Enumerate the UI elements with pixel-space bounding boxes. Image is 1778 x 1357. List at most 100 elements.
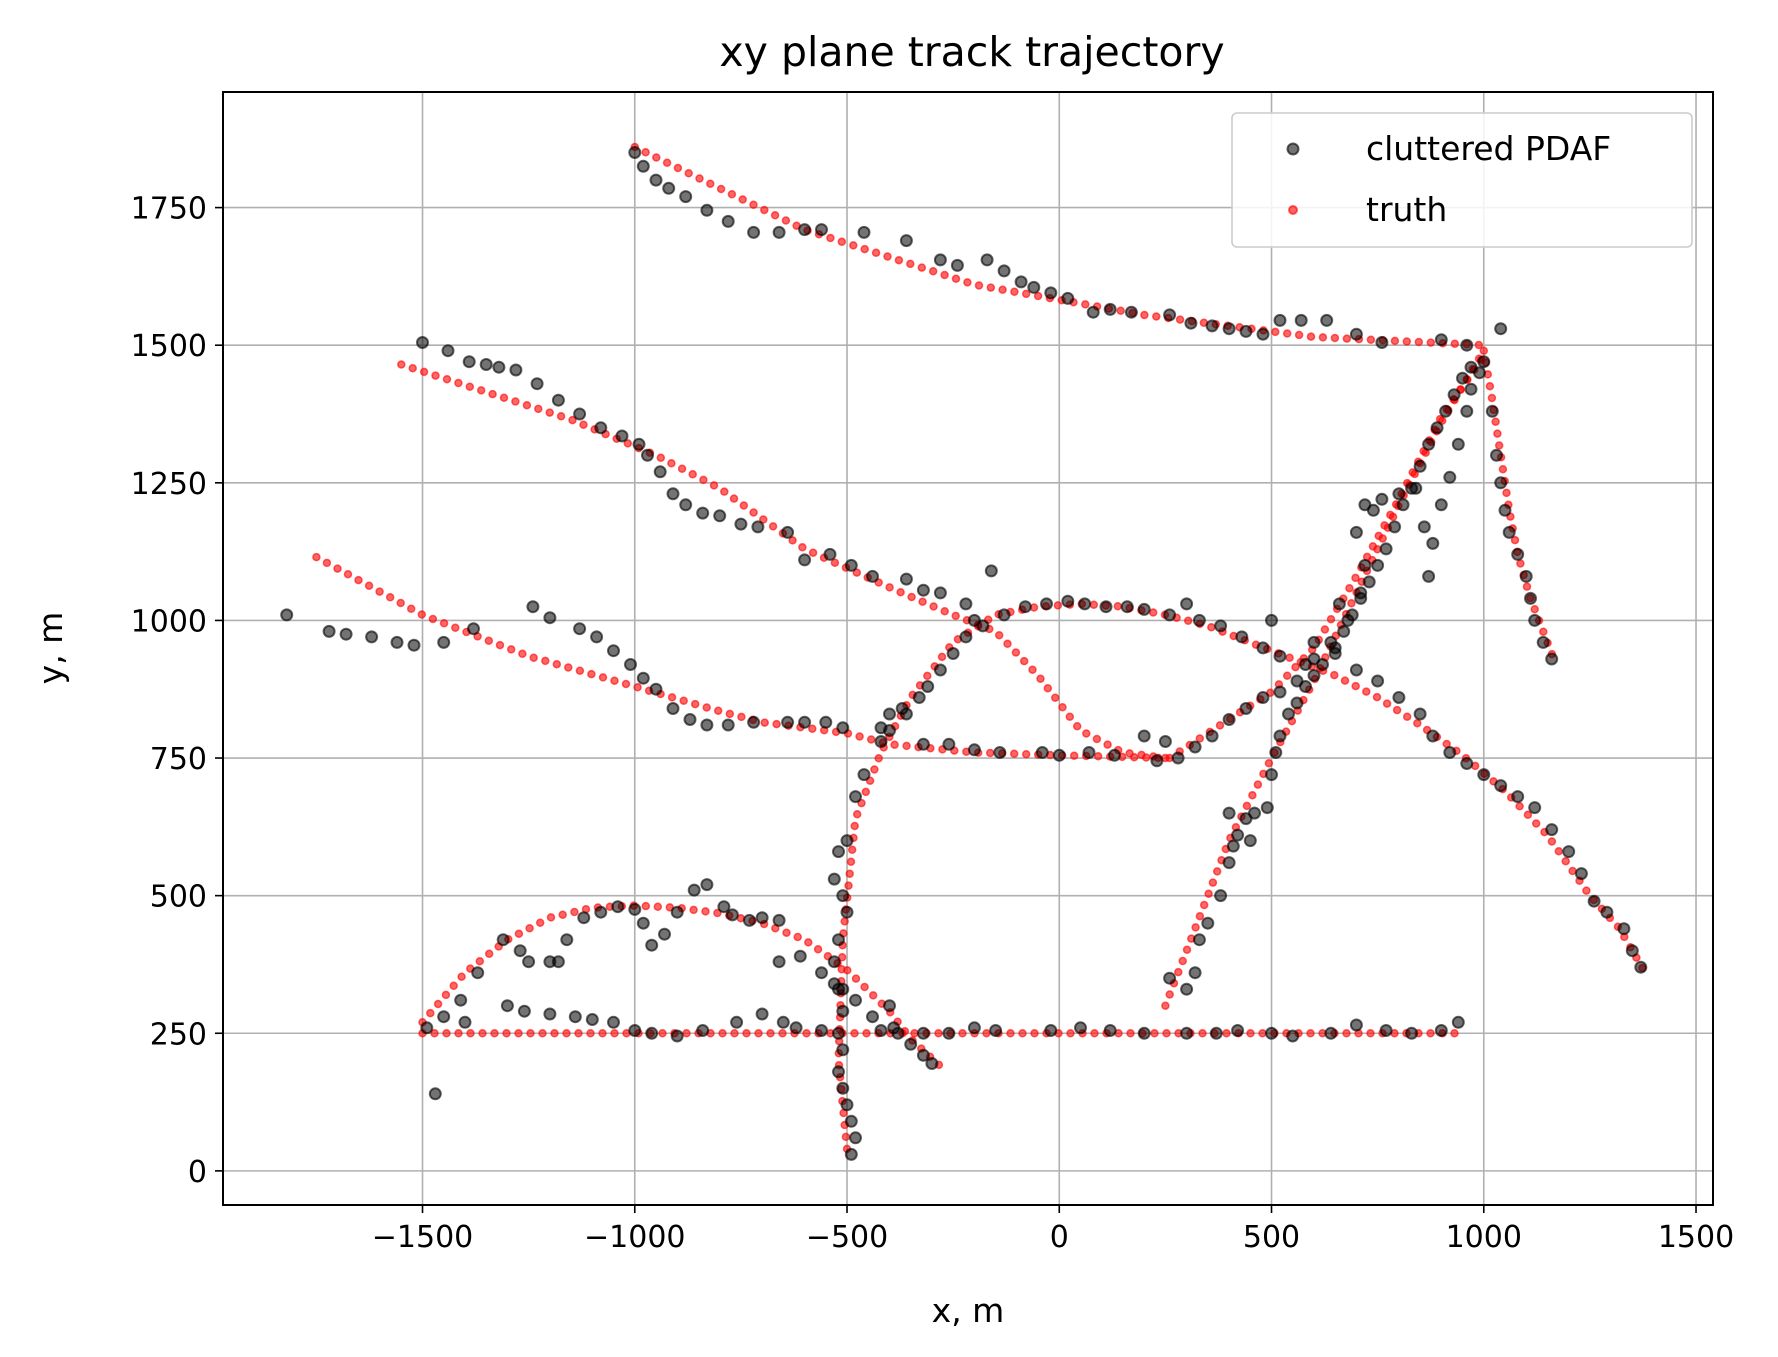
- cluttered-pdaf-point: [551, 955, 565, 969]
- truth-point: [849, 241, 858, 250]
- cluttered-pdaf-point: [1214, 619, 1228, 633]
- cluttered-pdaf-point: [458, 1015, 472, 1029]
- truth-point: [874, 754, 883, 763]
- truth-point: [1028, 665, 1037, 674]
- cluttered-pdaf-point: [339, 627, 353, 641]
- truth-point: [923, 671, 932, 681]
- x-tick-label: 0: [1050, 1220, 1069, 1255]
- cluttered-pdaf-point: [1528, 801, 1542, 815]
- truth-point: [729, 494, 739, 503]
- cluttered-pdaf-point: [933, 586, 947, 600]
- cluttered-pdaf-point: [891, 1026, 905, 1040]
- truth-point: [1207, 623, 1216, 632]
- truth-point: [1199, 900, 1209, 910]
- truth-point: [737, 712, 746, 722]
- cluttered-pdaf-point: [1171, 751, 1185, 765]
- truth-point: [1414, 337, 1424, 347]
- truth-point: [633, 683, 642, 692]
- cluttered-pdaf-point: [844, 1114, 858, 1128]
- truth-point: [845, 869, 854, 878]
- truth-point: [994, 630, 1004, 640]
- cluttered-pdaf-point: [666, 487, 680, 501]
- truth-point: [861, 787, 871, 797]
- cluttered-pdaf-point: [1341, 613, 1355, 627]
- truth-point: [475, 956, 485, 966]
- cluttered-pdaf-point: [967, 743, 981, 757]
- cluttered-pdaf-point: [1354, 586, 1368, 600]
- truth-point: [1582, 886, 1591, 895]
- truth-point: [1103, 740, 1112, 749]
- truth-point: [907, 592, 916, 602]
- truth-point: [1021, 289, 1031, 299]
- truth-point: [781, 216, 791, 225]
- cluttered-pdaf-point: [1282, 707, 1295, 721]
- cluttered-pdaf-point: [1434, 1024, 1448, 1037]
- cluttered-pdaf-point: [670, 905, 684, 919]
- cluttered-pdaf-point: [1018, 600, 1032, 614]
- cluttered-pdaf-point: [1388, 520, 1402, 534]
- truth-point: [702, 703, 711, 712]
- cluttered-pdaf-point: [1124, 305, 1138, 319]
- truth-point: [484, 949, 494, 959]
- truth-point: [742, 1029, 751, 1038]
- cluttered-pdaf-point: [1422, 437, 1436, 451]
- truth-point: [718, 1029, 727, 1038]
- cluttered-pdaf-point: [1634, 960, 1648, 974]
- cluttered-pdaf-point: [793, 949, 807, 963]
- cluttered-pdaf-point: [407, 638, 421, 652]
- truth-point: [623, 439, 633, 448]
- cluttered-pdaf-point: [1430, 421, 1444, 435]
- cluttered-pdaf-point: [1324, 635, 1338, 649]
- cluttered-pdaf-point: [1494, 322, 1508, 336]
- cluttered-pdaf-point: [573, 622, 587, 636]
- cluttered-pdaf-point: [1027, 280, 1041, 294]
- truth-point: [1208, 878, 1218, 887]
- cluttered-pdaf-point: [1392, 691, 1406, 704]
- truth-point: [1030, 1029, 1039, 1038]
- truth-point: [1342, 334, 1352, 343]
- truth-point: [1450, 339, 1460, 349]
- cluttered-pdaf-point: [1451, 1015, 1465, 1029]
- truth-point: [656, 453, 666, 463]
- truth-point: [574, 1029, 583, 1038]
- truth-point: [1003, 639, 1012, 649]
- cluttered-pdaf-point: [916, 1048, 930, 1062]
- cluttered-pdaf-point: [1473, 366, 1486, 380]
- legend: cluttered PDAF truth: [1231, 112, 1693, 248]
- truth-point: [1195, 911, 1205, 921]
- legend-marker-cluttered-pdaf: [1286, 142, 1300, 156]
- cluttered-pdaf-point: [628, 902, 642, 916]
- truth-point: [1372, 692, 1382, 702]
- cluttered-pdaf-point: [1502, 525, 1516, 539]
- cluttered-pdaf-point: [1184, 316, 1198, 330]
- truth-point: [476, 386, 486, 395]
- cluttered-pdaf-point: [832, 845, 845, 859]
- truth-point: [488, 389, 497, 399]
- x-tick-label: 1000: [1446, 1220, 1522, 1255]
- cluttered-pdaf-point: [997, 608, 1011, 622]
- cluttered-pdaf-point: [1456, 371, 1469, 385]
- truth-point: [1554, 847, 1564, 856]
- cluttered-pdaf-point: [1349, 327, 1363, 341]
- truth-point: [738, 195, 747, 204]
- cluttered-pdaf-point: [946, 647, 960, 660]
- truth-point: [940, 270, 949, 280]
- cluttered-pdaf-point: [815, 966, 828, 980]
- truth-point: [1246, 1029, 1255, 1038]
- cluttered-pdaf-point: [641, 448, 654, 462]
- truth-point: [1011, 648, 1021, 657]
- truth-point: [958, 1029, 967, 1038]
- truth-point: [1291, 662, 1300, 672]
- cluttered-pdaf-point: [789, 1021, 803, 1035]
- cluttered-pdaf-point: [1349, 1018, 1363, 1032]
- truth-point: [1253, 780, 1263, 789]
- truth-point: [529, 653, 538, 662]
- cluttered-pdaf-point: [1137, 729, 1151, 743]
- cluttered-pdaf-point: [1103, 302, 1117, 316]
- truth-point: [1050, 693, 1060, 702]
- cluttered-pdaf-point: [615, 429, 629, 443]
- truth-point: [868, 991, 878, 1000]
- truth-point: [770, 211, 780, 220]
- truth-point: [1515, 801, 1524, 811]
- truth-point: [1320, 625, 1330, 634]
